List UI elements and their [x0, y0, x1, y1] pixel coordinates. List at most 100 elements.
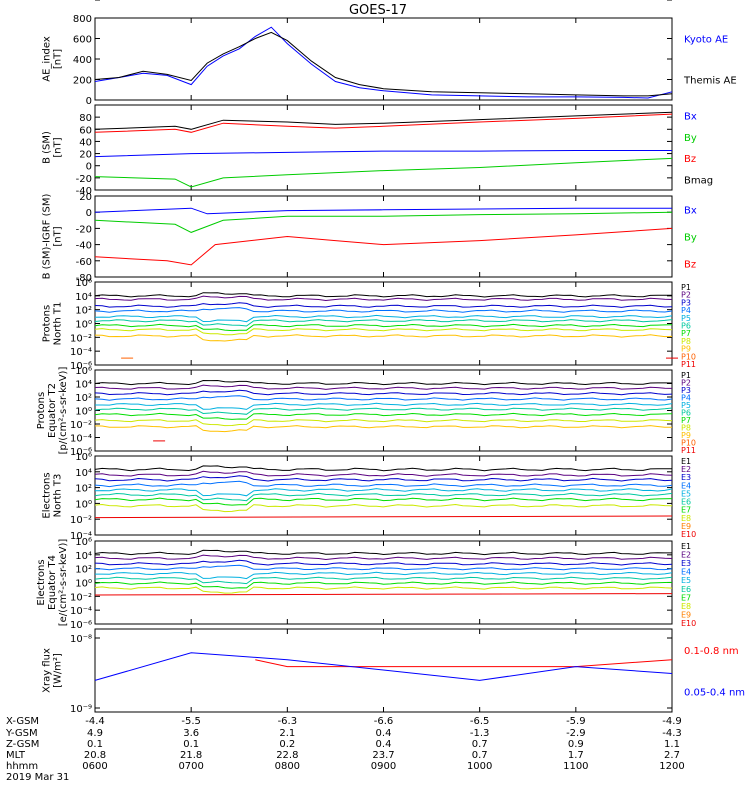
legend-entry: P1 — [681, 371, 691, 380]
legend-entry: P8 — [681, 337, 691, 346]
ephemeris-value: 0800 — [275, 761, 300, 772]
legend-entry: P2 — [681, 379, 691, 388]
legend-entry: P2 — [681, 291, 691, 300]
y-tick-label: 10⁻⁸ — [70, 634, 92, 645]
ephemeris-value: 0.7 — [472, 750, 488, 761]
y-tick-label: 10⁴ — [75, 380, 92, 391]
y-tick-label: 400 — [73, 55, 92, 66]
legend-entry: P6 — [681, 409, 691, 418]
flux-level-line — [94, 302, 673, 308]
legend-entry: P9 — [681, 431, 691, 440]
ephemeris-table: X-GSM -4.4 -5.5 -6.3 -6.6 -6.5 -5.9 -4.9 Y-GSM 4.… — [5, 716, 685, 783]
y-tick-label: 10⁰ — [75, 579, 92, 590]
series-line — [94, 157, 673, 188]
ephemeris-value: -4.3 — [662, 728, 682, 739]
ephemeris-value: -6.3 — [278, 716, 298, 727]
y-tick-label: 200 — [73, 76, 92, 87]
legend-entry: E6 — [681, 585, 691, 594]
y-tick-label: 0 — [86, 162, 92, 173]
legend-entry: P8 — [681, 424, 691, 433]
series-line — [94, 593, 673, 596]
flux-level-line — [94, 295, 673, 302]
series-line — [94, 227, 673, 266]
legend-entry: 0.1-0.8 nm — [684, 646, 739, 657]
flux-level-line — [94, 425, 673, 433]
y-tick-label: 10⁶ — [75, 537, 92, 548]
y-tick-label: 10⁴ — [75, 551, 92, 562]
y-tick-label: -40 — [76, 241, 92, 252]
flux-level-line — [94, 492, 673, 502]
ephemeris-value: -2.9 — [566, 728, 586, 739]
y-tick-label: 10⁻⁴ — [70, 347, 92, 358]
y-tick-label: 10⁻⁶ — [70, 620, 92, 631]
y-tick-label: 0 — [86, 96, 92, 107]
flux-level-line — [94, 470, 673, 477]
legend-entry: E2 — [681, 551, 691, 560]
series-line — [94, 111, 673, 130]
legend-entry: E6 — [681, 498, 691, 507]
flux-level-line — [95, 571, 673, 580]
ephemeris-value: -6.6 — [374, 716, 394, 727]
y-tick-label: 100 — [73, 0, 92, 3]
legend-entry: P9 — [681, 345, 691, 354]
legend-entry: P5 — [681, 314, 691, 323]
legend-entry: E2 — [681, 465, 691, 474]
legend-entry: E7 — [681, 593, 691, 602]
ephemeris-value: 1.1 — [664, 739, 680, 750]
ephemeris-value: 21.8 — [180, 750, 202, 761]
legend-entry: P4 — [681, 306, 691, 315]
series-line — [94, 652, 673, 681]
date-label: 2019 Mar 31 — [6, 772, 69, 783]
legend-entry: E5 — [681, 576, 691, 585]
y-axis-label: [nT] — [53, 137, 64, 157]
ephemeris-row-label: Z-GSM — [6, 739, 39, 750]
y-axis-label: Protons — [36, 392, 47, 429]
legend-entry: E1 — [681, 542, 691, 551]
y-tick-label: -60 — [76, 257, 92, 268]
legend-entry: P1 — [681, 283, 691, 292]
legend-entry: E4 — [681, 568, 691, 577]
y-tick-label: -40 — [76, 186, 92, 197]
legend-entry: P11 — [681, 446, 696, 455]
flux-level-line — [94, 581, 673, 589]
ephemeris-value: 0.2 — [279, 739, 295, 750]
legend-entry: Themis AE — [683, 76, 737, 87]
legend-entry: Bx — [684, 206, 697, 217]
y-tick-label: 10⁻⁹ — [70, 704, 92, 715]
flux-level-line — [94, 549, 672, 556]
flux-level-line — [94, 412, 673, 420]
series-line — [94, 113, 673, 133]
legend-entry: E3 — [681, 473, 691, 482]
flux-level-line — [94, 328, 673, 336]
y-tick-label: 10² — [75, 393, 92, 404]
ephemeris-value: 20.8 — [84, 750, 106, 761]
y-tick-label: 80 — [79, 113, 92, 124]
series-line — [94, 207, 672, 215]
y-tick-label: 10⁰ — [75, 407, 92, 418]
ephemeris-value: 1000 — [467, 761, 492, 772]
chart-title: GOES-17 — [349, 3, 407, 18]
ephemeris-value: -5.9 — [566, 716, 586, 727]
flux-level-line — [94, 307, 673, 313]
ephemeris-value: 0.1 — [183, 739, 199, 750]
flux-level-line — [94, 292, 673, 298]
flux-level-line — [94, 475, 673, 482]
ephemeris-value: 0900 — [371, 761, 396, 772]
flux-level-line — [94, 503, 673, 513]
y-tick-label: -80 — [76, 273, 92, 284]
legend-entry: E9 — [681, 522, 691, 531]
flux-level-line — [94, 323, 673, 332]
y-axis-label: Equator T4 — [47, 555, 58, 610]
legend-entry: By — [684, 233, 697, 244]
legend-entry: 0.05-0.4 nm — [684, 687, 745, 698]
flux-level-line — [94, 334, 673, 342]
y-tick-label: 10⁰ — [75, 320, 92, 331]
y-tick-label: 10⁴ — [75, 292, 92, 303]
y-tick-label: 20 — [79, 192, 92, 203]
y-tick-label: -20 — [76, 224, 92, 235]
flux-level-line — [94, 407, 673, 415]
legend-entry: P7 — [681, 416, 691, 425]
y-tick-label: 10⁻⁴ — [70, 606, 92, 617]
legend-entry: E10 — [681, 619, 696, 628]
y-tick-label: 10² — [75, 306, 92, 317]
